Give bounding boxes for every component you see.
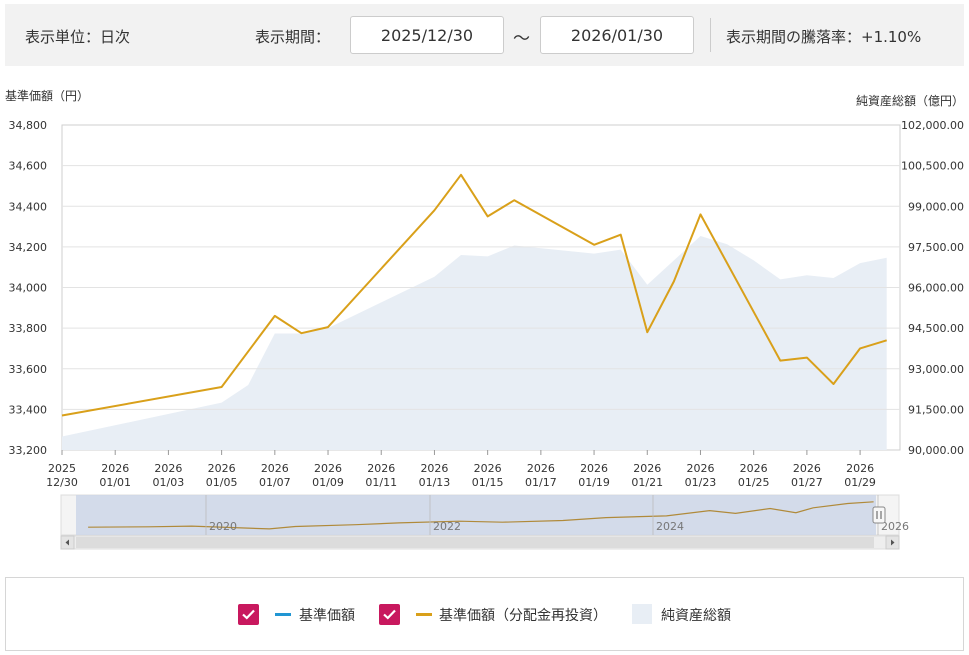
x-tick-date: 01/27	[791, 476, 823, 489]
arrow-right-icon	[891, 539, 895, 546]
reinvest-legend-swatch	[416, 613, 432, 616]
left-tick-label: 33,400	[9, 403, 48, 416]
x-tick-year: 2025	[48, 462, 76, 475]
navigator-year-label: 2024	[656, 520, 684, 533]
left-tick-label: 33,600	[9, 363, 48, 376]
reinvest-nav-line	[61, 173, 887, 417]
range-navigator[interactable]: 2020 2022 2024 2026	[60, 494, 909, 550]
x-tick-date: 01/09	[312, 476, 344, 489]
left-tick-label: 33,800	[9, 322, 48, 335]
right-tick-label: 99,000.00	[908, 200, 964, 213]
x-tick-date: 01/15	[472, 476, 504, 489]
x-tick-year: 2026	[633, 462, 661, 475]
right-tick-label: 90,000.00	[908, 444, 964, 457]
nav-legend-swatch	[275, 613, 291, 616]
x-tick-year: 2026	[261, 462, 289, 475]
aum-area-series	[62, 236, 887, 450]
navigator-handle[interactable]	[872, 506, 886, 524]
right-tick-label: 94,500.00	[908, 322, 964, 335]
reinvest-nav-line-series	[61, 173, 887, 417]
fund-chart: 基準価額（円） 純資産総額（億円） 34,800 34,600 34,400 34,2…	[5, 88, 964, 550]
chart-legend: 基準価額 基準価額（分配金再投資） 純資産総額	[5, 577, 964, 651]
aum-area-shape	[62, 236, 887, 450]
left-tick-label: 34,000	[9, 282, 48, 295]
header-divider	[710, 18, 711, 52]
left-tick-label: 34,800	[9, 119, 48, 132]
x-tick-date: 01/25	[738, 476, 770, 489]
x-tick-year: 2026	[367, 462, 395, 475]
right-axis-ticks: 102,000.00 100,500.00 99,000.00 97,500.00 96…	[901, 119, 964, 457]
navigator-selected-range	[76, 495, 876, 535]
x-tick-date: 01/29	[844, 476, 876, 489]
x-tick-date: 01/07	[259, 476, 291, 489]
x-tick-date: 01/05	[206, 476, 238, 489]
period-change-rate: 表示期間の騰落率：+1.10%	[726, 28, 922, 46]
x-tick-date: 01/21	[631, 476, 663, 489]
x-tick-date: 01/17	[525, 476, 557, 489]
display-period-label: 表示期間：	[255, 28, 331, 46]
navigator-year-label: 2026	[881, 520, 909, 533]
x-tick-date: 01/03	[153, 476, 185, 489]
x-tick-year: 2026	[474, 462, 502, 475]
navigator-scrollbar-thumb[interactable]	[76, 537, 874, 548]
x-tick-date: 01/13	[419, 476, 451, 489]
x-tick-year: 2026	[314, 462, 342, 475]
x-tick-year: 2026	[420, 462, 448, 475]
nav-legend-label: 基準価額	[299, 608, 355, 624]
x-tick-date: 01/19	[578, 476, 610, 489]
x-tick-year: 2026	[793, 462, 821, 475]
x-tick-year: 2026	[101, 462, 129, 475]
right-tick-label: 102,000.00	[901, 119, 964, 132]
x-tick-year: 2026	[686, 462, 714, 475]
aum-legend-label: 純資産総額	[661, 608, 731, 624]
x-tick-year: 2026	[154, 462, 182, 475]
x-tick-date: 01/01	[99, 476, 131, 489]
left-tick-label: 34,600	[9, 160, 48, 173]
x-tick-date: 01/23	[685, 476, 717, 489]
x-tick-year: 2026	[740, 462, 768, 475]
grid-lines	[62, 165, 900, 410]
start-date-input[interactable]: 2025/12/30	[350, 16, 504, 54]
navigator-year-label: 2020	[209, 520, 237, 533]
x-tick-date: 01/11	[365, 476, 397, 489]
x-tick-date: 12/30	[46, 476, 78, 489]
date-range-separator: ～	[513, 29, 530, 49]
x-tick-year: 2026	[527, 462, 555, 475]
left-tick-label: 34,200	[9, 241, 48, 254]
right-tick-label: 96,000.00	[908, 282, 964, 295]
arrow-left-icon	[65, 539, 69, 546]
right-tick-label: 91,500.00	[908, 403, 964, 416]
right-tick-label: 93,000.00	[908, 363, 964, 376]
reinvest-series-checkbox[interactable]	[379, 604, 400, 625]
x-tick-year: 2026	[208, 462, 236, 475]
check-icon	[383, 609, 396, 620]
left-axis-title: 基準価額（円）	[5, 88, 89, 103]
x-axis-ticks: 202512/30202601/01202601/03202601/052026…	[46, 450, 876, 489]
check-icon	[242, 609, 255, 620]
navigator-year-label: 2022	[433, 520, 461, 533]
left-axis-ticks: 34,800 34,600 34,400 34,200 34,000 33,800 33,6…	[9, 119, 48, 457]
navigator-history-line	[88, 501, 874, 530]
nav-series-checkbox[interactable]	[238, 604, 259, 625]
right-tick-label: 97,500.00	[908, 241, 964, 254]
right-tick-label: 100,500.00	[901, 160, 964, 173]
x-tick-year: 2026	[580, 462, 608, 475]
left-tick-label: 34,400	[9, 200, 48, 213]
x-tick-year: 2026	[846, 462, 874, 475]
right-axis-title: 純資産総額（億円）	[856, 93, 964, 108]
display-controls-bar: 表示単位：日次 表示期間： 2025/12/30 ～ 2026/01/30 表示…	[5, 4, 964, 66]
left-tick-label: 33,200	[9, 444, 48, 457]
end-date-input[interactable]: 2026/01/30	[540, 16, 694, 54]
reinvest-legend-label: 基準価額（分配金再投資）	[439, 608, 607, 624]
aum-legend-swatch[interactable]	[632, 604, 652, 624]
display-unit-label: 表示単位：日次	[25, 28, 131, 46]
